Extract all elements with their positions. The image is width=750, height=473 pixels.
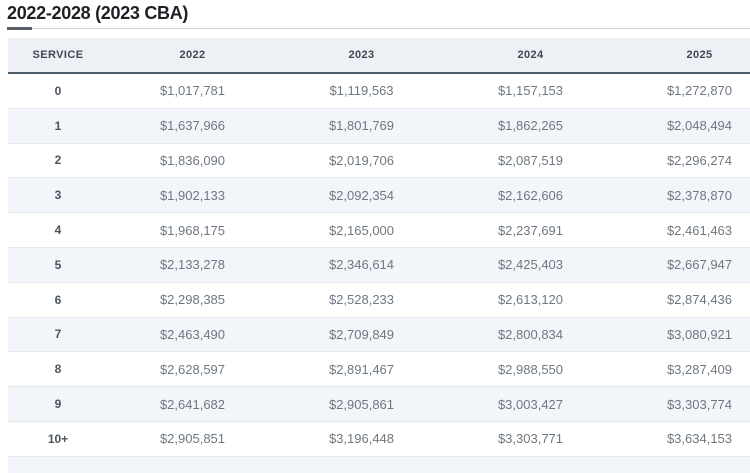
salary-cell: $2,461,463 <box>615 212 750 248</box>
salary-cell: $2,528,233 <box>277 282 446 318</box>
salary-cell: $1,637,966 <box>108 108 277 144</box>
page-title: 2022-2028 (2023 CBA) <box>7 3 189 23</box>
salary-cell: $2,296,274 <box>615 143 750 179</box>
salary-cell: $2,165,000 <box>277 212 446 248</box>
service-years-cell: 9 <box>8 386 108 422</box>
salary-table: SERVICE 2022 2023 2024 2025 0 $1,017,781 $1,11… <box>8 38 750 473</box>
table-row: 1 $1,637,966 $1,801,769 $1,862,265 $2,048,49… <box>8 108 750 144</box>
salary-cell: $2,905,861 <box>277 386 446 422</box>
salary-cell: $2,346,614 <box>277 247 446 283</box>
salary-cell: $2,162,606 <box>446 177 615 214</box>
salary-cell: $1,801,769 <box>277 108 446 144</box>
column-header-service: SERVICE <box>8 38 108 74</box>
salary-cell: $3,196,448 <box>277 421 446 457</box>
salary-cell: $2,905,851 <box>108 421 277 457</box>
salary-cell: $2,628,597 <box>108 351 277 388</box>
salary-cell: $2,613,120 <box>446 282 615 318</box>
table-row: 2 $1,836,090 $2,019,706 $2,087,519 $2,296,27… <box>8 143 750 179</box>
salary-cell: $2,048,494 <box>615 108 750 144</box>
column-header-2022: 2022 <box>108 38 277 74</box>
salary-cell: $2,092,354 <box>277 177 446 214</box>
salary-cell: $2,378,870 <box>615 177 750 214</box>
salary-cell: $2,891,467 <box>277 351 446 388</box>
table-row: 9 $2,641,682 $2,905,861 $3,003,427 $3,303,77… <box>8 386 750 422</box>
table-row: 0 $1,017,781 $1,119,563 $1,157,153 $1,272,87… <box>8 73 750 109</box>
salary-cell: $2,425,403 <box>446 247 615 283</box>
salary-cell: $2,133,278 <box>108 247 277 283</box>
service-years-cell: 1 <box>8 108 108 144</box>
salary-cell: $2,667,947 <box>615 247 750 283</box>
table-row: 10+ $2,905,851 $3,196,448 $3,303,771 $3,634,… <box>8 421 750 457</box>
salary-cell: $3,303,774 <box>615 386 750 422</box>
salary-cell: $1,836,090 <box>108 143 277 179</box>
salary-cell: $1,968,175 <box>108 212 277 248</box>
table-row: 8 $2,628,597 $2,891,467 $2,988,550 $3,287,40… <box>8 351 750 388</box>
salary-table-body: 0 $1,017,781 $1,119,563 $1,157,153 $1,272,87… <box>8 73 750 473</box>
table-row: 4 $1,968,175 $2,165,000 $2,237,691 $2,461,46… <box>8 212 750 248</box>
salary-cell: $2,298,385 <box>108 282 277 318</box>
salary-cell: $1,272,870 <box>615 73 750 109</box>
salary-cell: $1,862,265 <box>446 108 615 144</box>
salary-cell: $3,303,771 <box>446 421 615 457</box>
salary-cell: $2,709,849 <box>277 317 446 353</box>
service-years-cell: 0 <box>8 73 108 109</box>
salary-cell: $1,017,781 <box>108 73 277 109</box>
partial-next-row-cell <box>8 456 750 473</box>
header-row: SERVICE 2022 2023 2024 2025 <box>8 38 750 74</box>
salary-table-header: SERVICE 2022 2023 2024 2025 <box>8 38 750 74</box>
column-header-2023: 2023 <box>277 38 446 74</box>
salary-cell: $2,641,682 <box>108 386 277 422</box>
salary-cell: $3,003,427 <box>446 386 615 422</box>
service-years-cell: 8 <box>8 351 108 388</box>
salary-cell: $2,988,550 <box>446 351 615 388</box>
service-years-cell: 10+ <box>8 421 108 457</box>
service-years-cell: 7 <box>8 317 108 353</box>
salary-cell: $3,080,921 <box>615 317 750 353</box>
salary-cell: $3,287,409 <box>615 351 750 388</box>
salary-cell: $1,157,153 <box>446 73 615 109</box>
salary-cell: $3,634,153 <box>615 421 750 457</box>
salary-cell: $2,237,691 <box>446 212 615 248</box>
salary-cell: $1,119,563 <box>277 73 446 109</box>
title-underline-accent <box>7 27 32 30</box>
service-years-cell: 5 <box>8 247 108 283</box>
salary-cell: $2,019,706 <box>277 143 446 179</box>
table-row: 7 $2,463,490 $2,709,849 $2,800,834 $3,080,92… <box>8 317 750 353</box>
service-years-cell: 6 <box>8 282 108 318</box>
table-row: 6 $2,298,385 $2,528,233 $2,613,120 $2,874,43… <box>8 282 750 318</box>
service-years-cell: 3 <box>8 177 108 214</box>
column-header-2024: 2024 <box>446 38 615 74</box>
service-years-cell: 2 <box>8 143 108 179</box>
partial-next-row <box>8 456 750 473</box>
table-row: 5 $2,133,278 $2,346,614 $2,425,403 $2,667,94… <box>8 247 750 283</box>
service-years-cell: 4 <box>8 212 108 248</box>
salary-cell: $1,902,133 <box>108 177 277 214</box>
column-header-2025: 2025 <box>615 38 750 74</box>
salary-cell: $2,463,490 <box>108 317 277 353</box>
salary-cell: $2,800,834 <box>446 317 615 353</box>
title-underline <box>7 28 750 29</box>
salary-cell: $2,087,519 <box>446 143 615 179</box>
table-row: 3 $1,902,133 $2,092,354 $2,162,606 $2,378,87… <box>8 177 750 214</box>
salary-cell: $2,874,436 <box>615 282 750 318</box>
